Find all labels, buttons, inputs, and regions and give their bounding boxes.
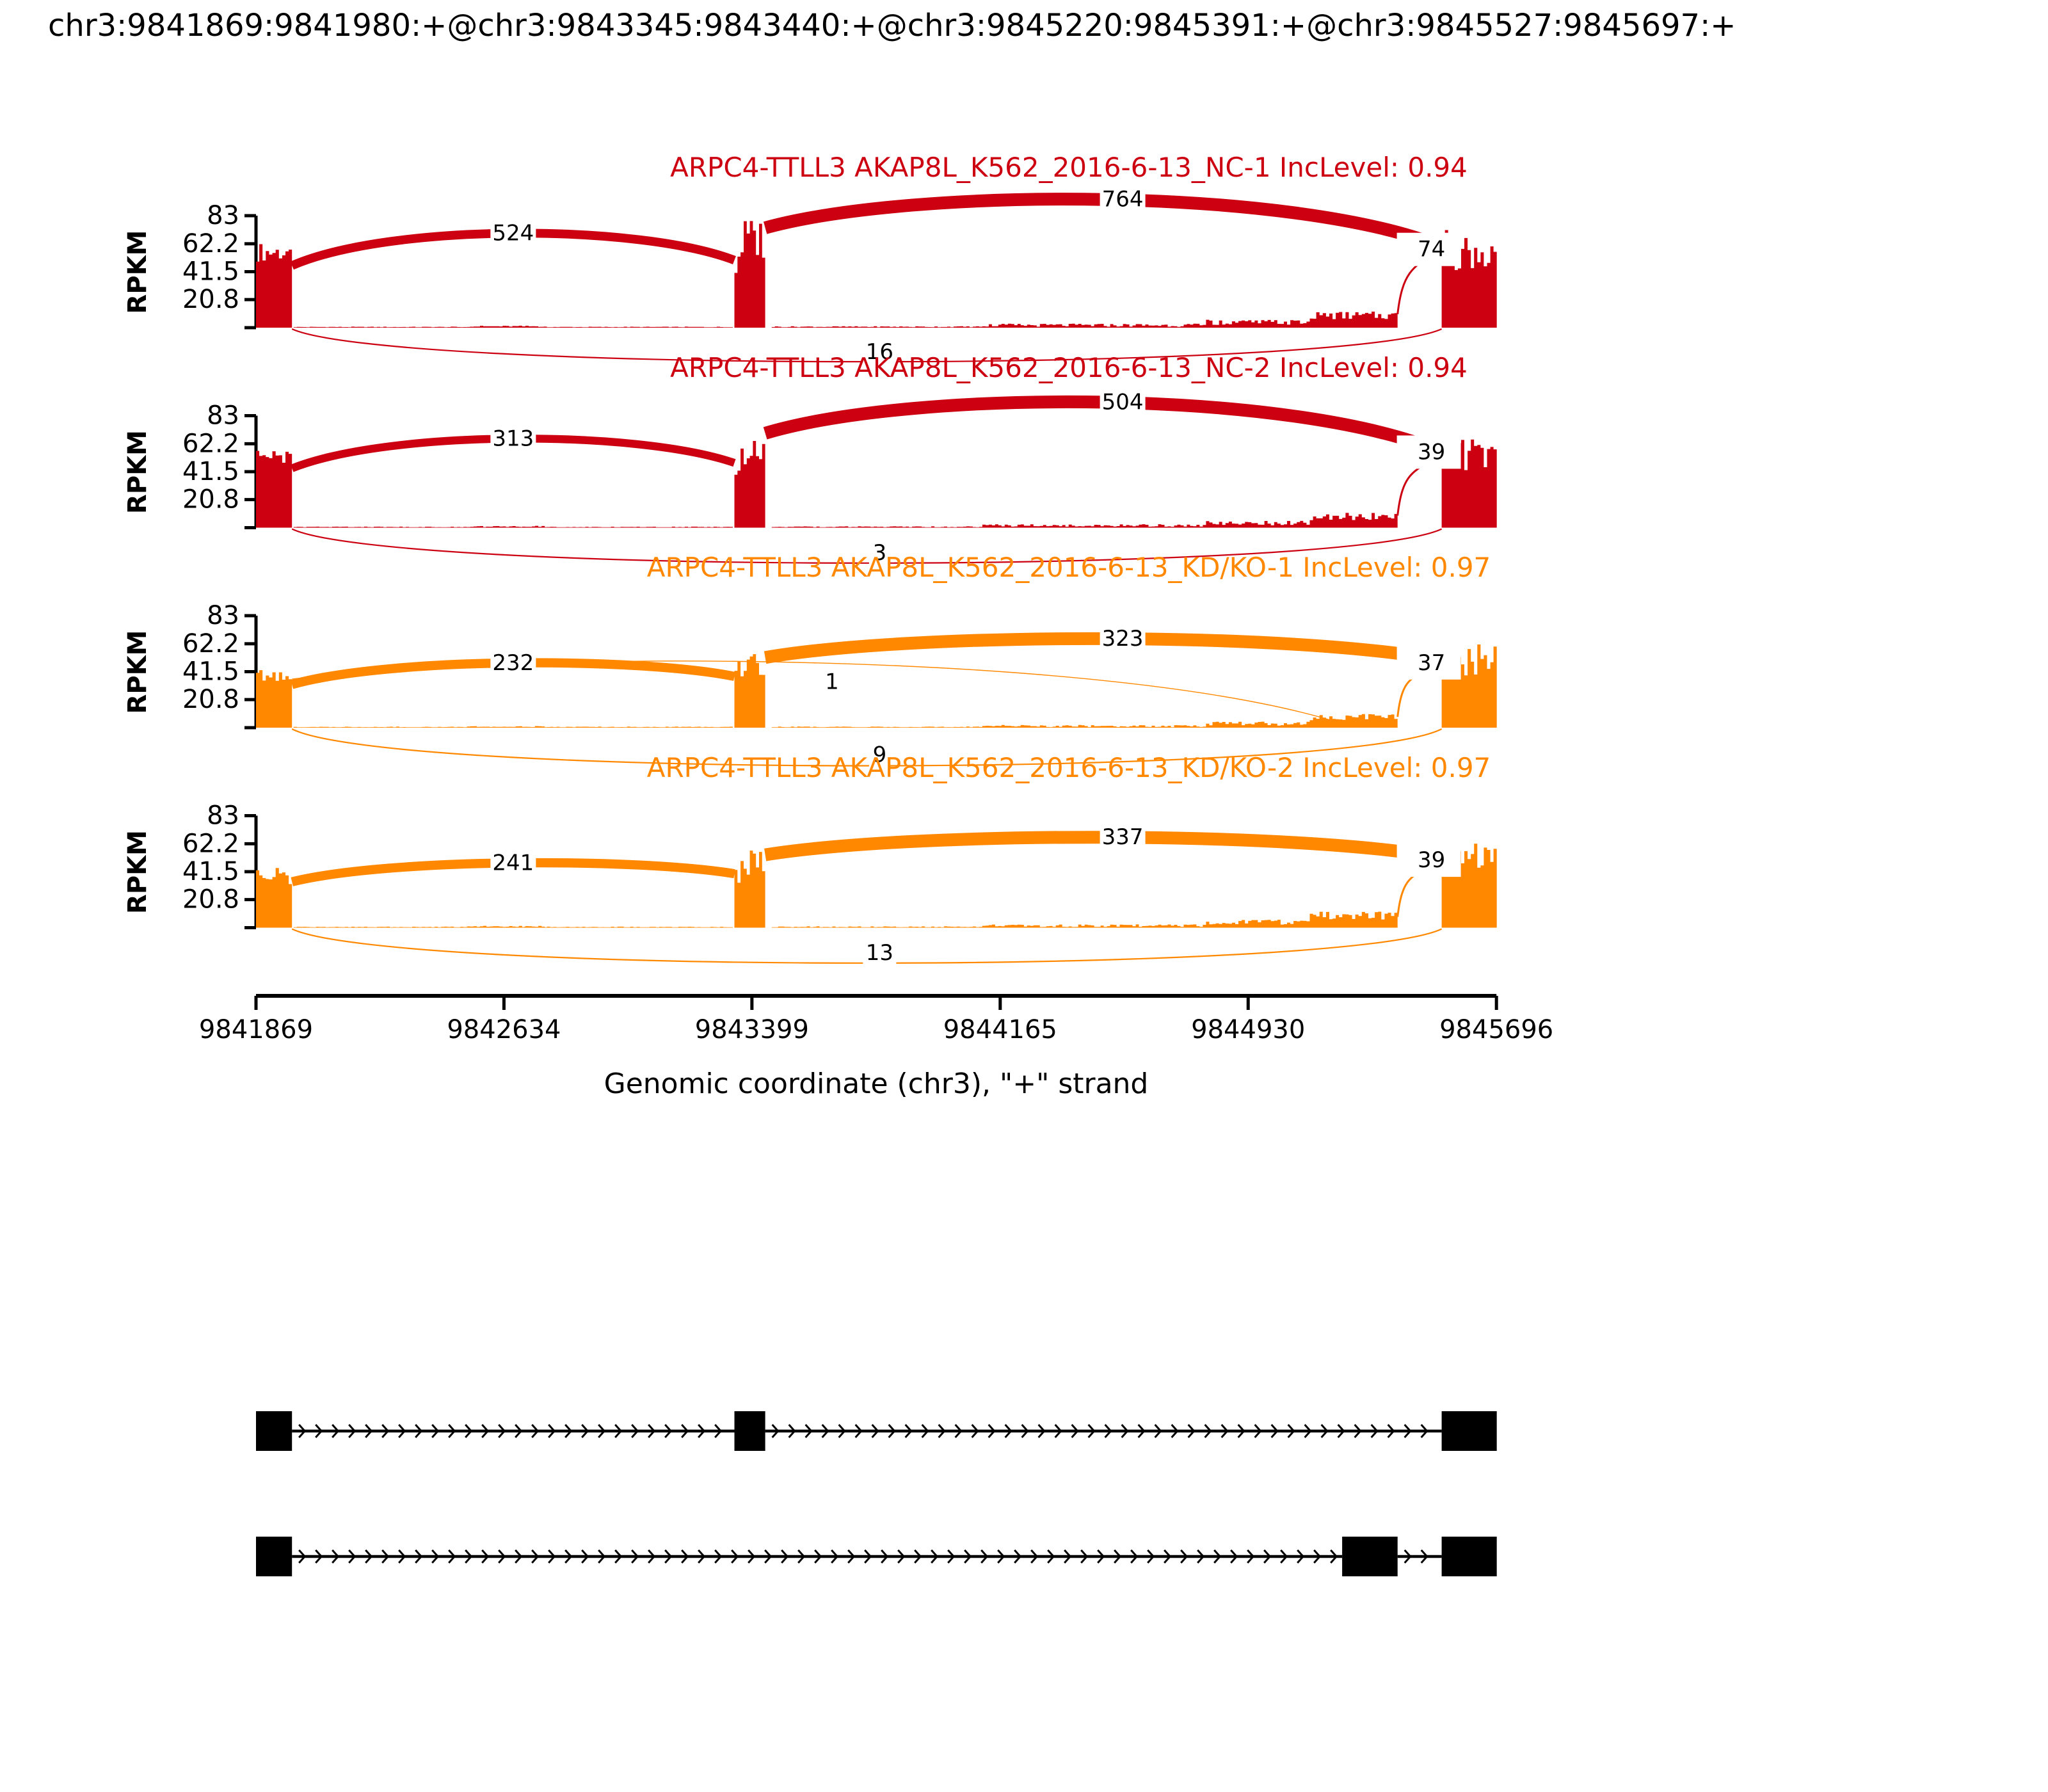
strand-arrows (298, 1423, 723, 1439)
junction-label-mask (1414, 236, 1448, 263)
junction-count-label: 313 (492, 426, 534, 451)
y-axis-tick-label: 41.5 (182, 257, 239, 287)
junction-count-label: 13 (866, 940, 893, 966)
junction-count-label: 764 (1102, 187, 1144, 212)
strand-arrows (1404, 1549, 1428, 1564)
junction-count-label: 337 (1102, 824, 1144, 850)
y-axis-tick-label: 20.8 (182, 285, 239, 314)
coverage-area (256, 644, 1497, 728)
coverage-area (256, 844, 1497, 928)
strand-arrows (771, 1423, 1428, 1439)
junction-arc (292, 660, 1343, 724)
y-axis-tick-label: 62.2 (182, 429, 239, 458)
junction-label-mask (490, 849, 536, 877)
y-axis-title: RPKM (123, 630, 152, 714)
x-axis-tick-label: 9844165 (943, 1015, 1057, 1044)
y-axis-tick-label: 20.8 (182, 485, 239, 515)
junction-label-mask (1100, 388, 1146, 416)
junction-count-label: 16 (866, 339, 893, 365)
junction-label-mask (1414, 438, 1448, 466)
coverage-area (256, 439, 1497, 528)
junction-count-label: 39 (1418, 439, 1445, 465)
strand-arrows (298, 1549, 1338, 1564)
junction-label-mask (1414, 649, 1448, 676)
y-axis-tick-label: 83 (207, 601, 239, 630)
x-axis-tick-label: 9842634 (447, 1015, 561, 1044)
exon-box (1342, 1537, 1398, 1576)
x-axis-tick-label: 9844930 (1191, 1015, 1305, 1044)
page-title: chr3:9841869:9841980:+@chr3:9843345:9843… (48, 8, 1736, 44)
junction-label-mask (821, 668, 843, 696)
junction-label-mask (1100, 186, 1146, 213)
coverage-area (256, 221, 1497, 328)
x-axis: 9841869 9842634 9843399 9844165 9844930 98456… (199, 994, 1553, 1044)
exon-box (256, 1537, 292, 1576)
x-axis-tick-label: 9843399 (695, 1015, 809, 1044)
junction-arc-bottom (291, 728, 1443, 767)
y-axis-title: RPKM (123, 230, 152, 314)
junction-label-mask (868, 539, 890, 566)
x-axis-tick-label: 9841869 (199, 1015, 313, 1044)
junction-count-label: 9 (873, 742, 887, 768)
junction-count-label: 39 (1418, 847, 1445, 873)
y-axis-tick-label: 83 (207, 801, 239, 831)
track-title-kdko2: ARPC4-TTLL3 AKAP8L_K562_2016-6-13_KD/KO-… (646, 751, 1491, 783)
x-axis-title: Genomic coordinate (chr3), "+" strand (604, 1068, 1149, 1100)
y-axis-tick-label: 41.5 (182, 857, 239, 886)
exon-box (1441, 1411, 1497, 1451)
transcript-isoform-1 (256, 1411, 1497, 1451)
y-axis-title: RPKM (123, 430, 152, 514)
track-title-kdko1: ARPC4-TTLL3 AKAP8L_K562_2016-6-13_KD/KO-… (646, 552, 1491, 583)
junction-label-mask (1100, 625, 1146, 652)
exon-box (256, 1411, 292, 1451)
junction-label-mask (490, 649, 536, 676)
y-axis-tick-label: 20.8 (182, 685, 239, 714)
junction-count-label: 524 (492, 220, 534, 246)
x-axis-tick-label: 9845696 (1439, 1015, 1553, 1044)
y-axis-tick-label: 62.2 (182, 629, 239, 659)
junction-count-label: 3 (873, 540, 887, 566)
junction-count-label: 1 (825, 669, 839, 694)
junction-count-label: 74 (1418, 237, 1445, 262)
y-axis-tick-label: 62.2 (182, 829, 239, 858)
junction-count-label: 232 (492, 650, 534, 676)
track-title-nc2: ARPC4-TTLL3 AKAP8L_K562_2016-6-13_NC-2 I… (670, 351, 1468, 383)
junction-count-label: 37 (1418, 650, 1445, 676)
transcript-isoform-2 (256, 1537, 1497, 1576)
track-title-nc1: ARPC4-TTLL3 AKAP8L_K562_2016-6-13_NC-1 I… (670, 152, 1468, 183)
y-axis-tick-label: 41.5 (182, 457, 239, 486)
junction-label-mask (1414, 847, 1448, 874)
junction-label-mask (868, 741, 890, 769)
junction-count-label: 323 (1102, 626, 1144, 652)
junction-label-mask (863, 939, 897, 966)
junction-label-mask (490, 220, 536, 247)
junction-label-mask (1100, 824, 1146, 851)
junction-arc-bottom (291, 528, 1443, 564)
junction-label-mask (490, 425, 536, 452)
y-axis-tick-label: 83 (207, 401, 239, 431)
junction-count-label: 504 (1102, 389, 1144, 415)
y-axis-tick-label: 83 (207, 201, 239, 230)
y-axis-tick-label: 41.5 (182, 657, 239, 687)
junction-label-mask (863, 338, 897, 365)
exon-box (1441, 1537, 1497, 1576)
junction-count-label: 241 (492, 850, 534, 876)
y-axis-tick-label: 62.2 (182, 229, 239, 259)
exon-box (734, 1411, 765, 1451)
y-axis-tick-label: 20.8 (182, 885, 239, 915)
y-axis-title: RPKM (123, 830, 152, 914)
